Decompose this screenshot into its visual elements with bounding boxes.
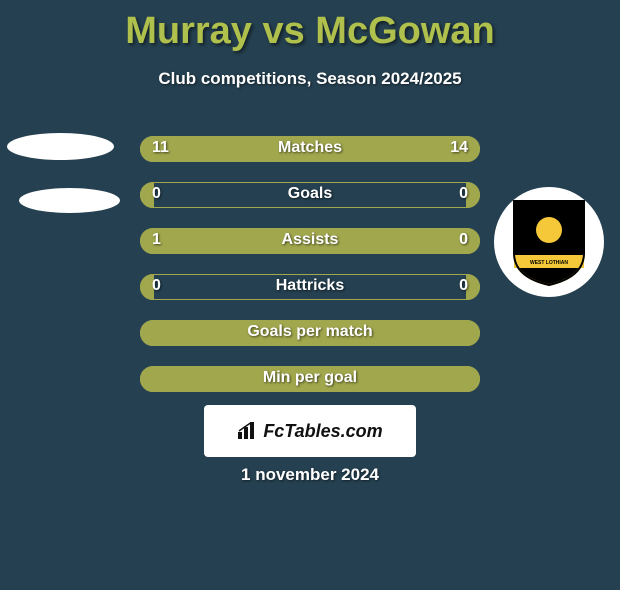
stat-row: Assists1 0 [140,228,480,254]
stats-column: Matches1114Goals00Assists10Hattricks00Go… [140,136,480,412]
club-shield-icon: WEST LOTHIAN [510,197,588,287]
stat-value-right: 0 [459,277,468,295]
fctables-logo-box: FcTables.com [204,405,416,457]
stat-label: Goals per match [140,323,480,341]
subtitle: Club competitions, Season 2024/2025 [0,69,620,89]
stat-value-left: 0 [152,277,161,295]
stat-row: Goals per match [140,320,480,346]
svg-text:WEST LOTHIAN: WEST LOTHIAN [530,260,568,266]
stat-value-left: 11 [152,139,169,157]
page-title: Murray vs McGowan [0,10,620,53]
stat-value-right: 14 [450,139,468,157]
date-text: 1 november 2024 [0,465,620,485]
stat-row: Min per goal [140,366,480,392]
left-team-ellipse [19,188,120,213]
stat-label: Assists [140,231,480,249]
stat-label: Goals [140,185,480,203]
stat-row: Goals0 0 [140,182,480,208]
bars-icon [237,422,259,440]
fctables-text: FcTables.com [263,421,382,442]
stat-label: Matches [140,139,480,157]
stat-label: Hattricks [140,277,480,295]
left-team-ellipse [7,133,114,160]
stat-label: Min per goal [140,369,480,387]
stat-value-right: 0 [459,231,468,249]
right-team-badge: WEST LOTHIAN [494,187,604,297]
stat-row: Hattricks0 0 [140,274,480,300]
stat-value-left: 0 [152,185,161,203]
stat-value-right: 0 [459,185,468,203]
fctables-logo: FcTables.com [237,421,382,442]
stat-value-left: 1 [152,231,161,249]
stat-row: Matches11 14 [140,136,480,162]
